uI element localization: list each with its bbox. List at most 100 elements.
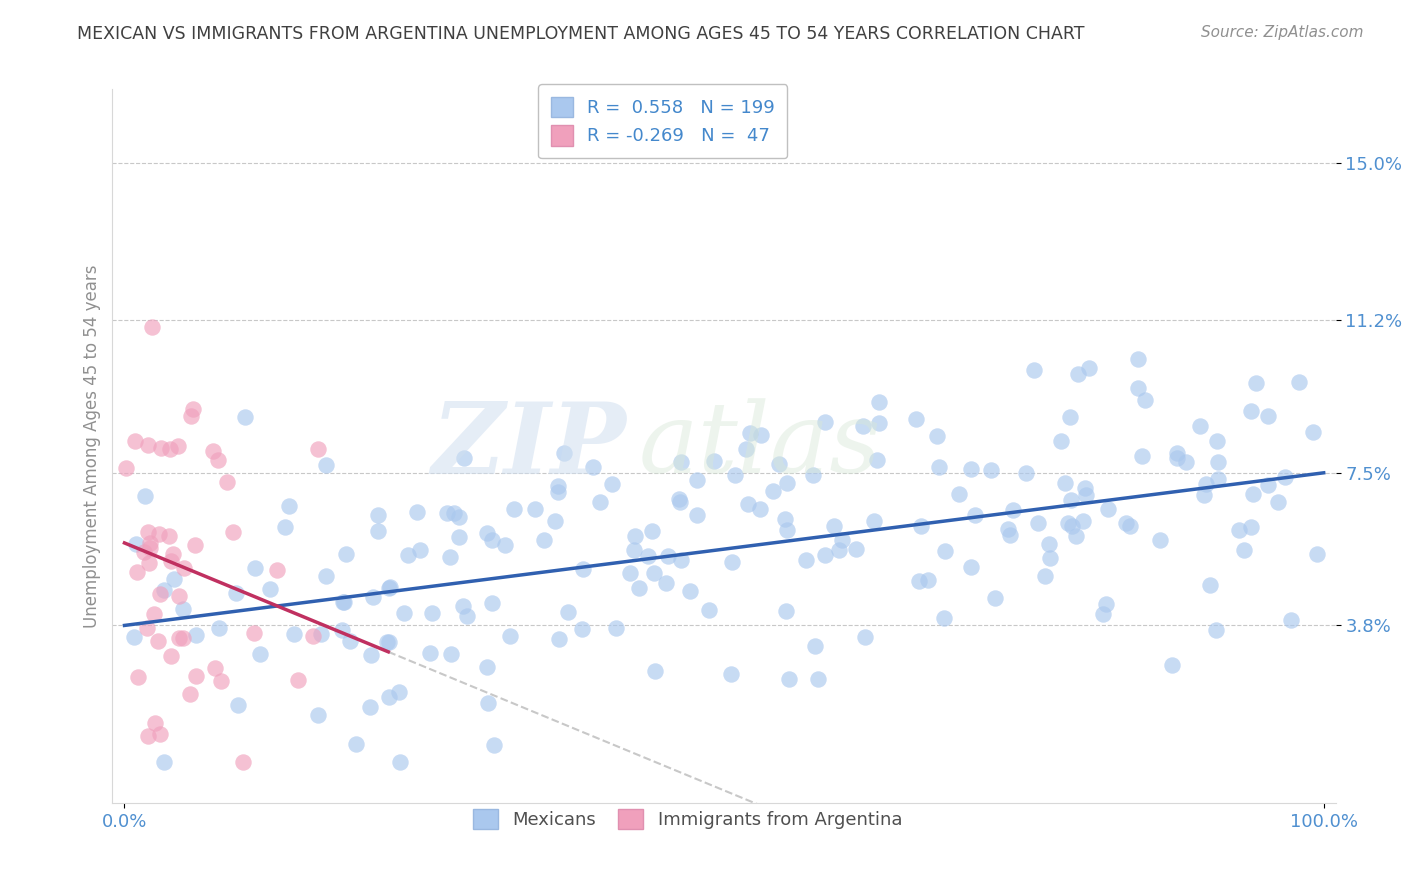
Point xyxy=(226,698,249,713)
Point xyxy=(287,673,309,687)
Point xyxy=(619,566,641,581)
Point xyxy=(1199,578,1222,592)
Point xyxy=(1175,455,1198,469)
Legend: Mexicans, Immigrants from Argentina: Mexicans, Immigrants from Argentina xyxy=(465,801,910,837)
Point xyxy=(451,599,474,614)
Point xyxy=(1206,472,1229,486)
Point xyxy=(1015,466,1038,480)
Point xyxy=(1066,367,1088,381)
Point xyxy=(657,549,679,564)
Point xyxy=(773,512,796,526)
Point xyxy=(776,523,799,537)
Point xyxy=(153,755,176,769)
Point xyxy=(932,611,955,625)
Point xyxy=(315,458,337,472)
Point xyxy=(149,441,172,455)
Point xyxy=(132,545,155,559)
Point xyxy=(865,452,887,467)
Point xyxy=(948,487,970,501)
Point xyxy=(456,608,478,623)
Point xyxy=(367,524,389,538)
Point xyxy=(547,484,569,499)
Point xyxy=(162,572,184,586)
Point xyxy=(249,647,271,661)
Point xyxy=(1074,481,1097,495)
Point xyxy=(623,542,645,557)
Point xyxy=(125,565,148,579)
Point xyxy=(643,566,665,580)
Point xyxy=(794,553,817,567)
Point xyxy=(139,536,162,550)
Point xyxy=(208,621,231,635)
Point xyxy=(159,442,181,456)
Point xyxy=(1133,392,1156,407)
Point xyxy=(166,439,188,453)
Point xyxy=(905,412,928,426)
Point xyxy=(259,582,281,596)
Point xyxy=(307,707,329,722)
Point xyxy=(868,417,890,431)
Point xyxy=(222,525,245,540)
Point xyxy=(475,660,498,674)
Point xyxy=(1205,434,1227,449)
Point xyxy=(1195,476,1218,491)
Point xyxy=(557,605,579,619)
Point xyxy=(668,491,690,506)
Point xyxy=(266,563,288,577)
Point xyxy=(1149,533,1171,547)
Point xyxy=(360,648,382,662)
Point xyxy=(333,595,356,609)
Point xyxy=(232,755,254,769)
Point xyxy=(447,509,470,524)
Point xyxy=(863,514,886,528)
Point xyxy=(388,685,411,699)
Point xyxy=(669,495,692,509)
Point xyxy=(179,687,201,701)
Point xyxy=(868,395,890,409)
Point xyxy=(419,646,441,660)
Point xyxy=(477,696,499,710)
Point xyxy=(720,667,742,681)
Point xyxy=(375,634,398,648)
Point xyxy=(547,479,569,493)
Point xyxy=(482,739,505,753)
Point xyxy=(359,700,381,714)
Point xyxy=(1189,419,1212,434)
Point xyxy=(1128,351,1150,366)
Point xyxy=(420,607,443,621)
Point xyxy=(134,489,156,503)
Point xyxy=(204,661,226,675)
Point xyxy=(1205,623,1227,637)
Point xyxy=(122,630,145,644)
Point xyxy=(167,631,190,645)
Point xyxy=(301,629,323,643)
Point xyxy=(807,672,830,686)
Point xyxy=(734,442,756,456)
Point xyxy=(181,402,204,417)
Point xyxy=(1039,551,1062,566)
Point xyxy=(845,542,868,557)
Point xyxy=(644,664,666,678)
Point xyxy=(853,630,876,644)
Point xyxy=(749,428,772,442)
Point xyxy=(1257,478,1279,492)
Point xyxy=(984,591,1007,605)
Point xyxy=(1022,363,1045,377)
Point xyxy=(997,522,1019,536)
Point xyxy=(207,453,229,467)
Point xyxy=(1057,516,1080,530)
Point xyxy=(1119,518,1142,533)
Point xyxy=(679,584,702,599)
Point xyxy=(686,473,709,487)
Point xyxy=(768,457,790,471)
Point xyxy=(378,690,401,705)
Point xyxy=(440,647,463,661)
Point xyxy=(927,429,949,443)
Text: MEXICAN VS IMMIGRANTS FROM ARGENTINA UNEMPLOYMENT AMONG AGES 45 TO 54 YEARS CORR: MEXICAN VS IMMIGRANTS FROM ARGENTINA UNE… xyxy=(77,25,1085,43)
Point xyxy=(778,672,800,686)
Point xyxy=(1064,529,1087,543)
Point xyxy=(1274,470,1296,484)
Point xyxy=(776,475,799,490)
Point xyxy=(1060,519,1083,533)
Point xyxy=(447,530,470,544)
